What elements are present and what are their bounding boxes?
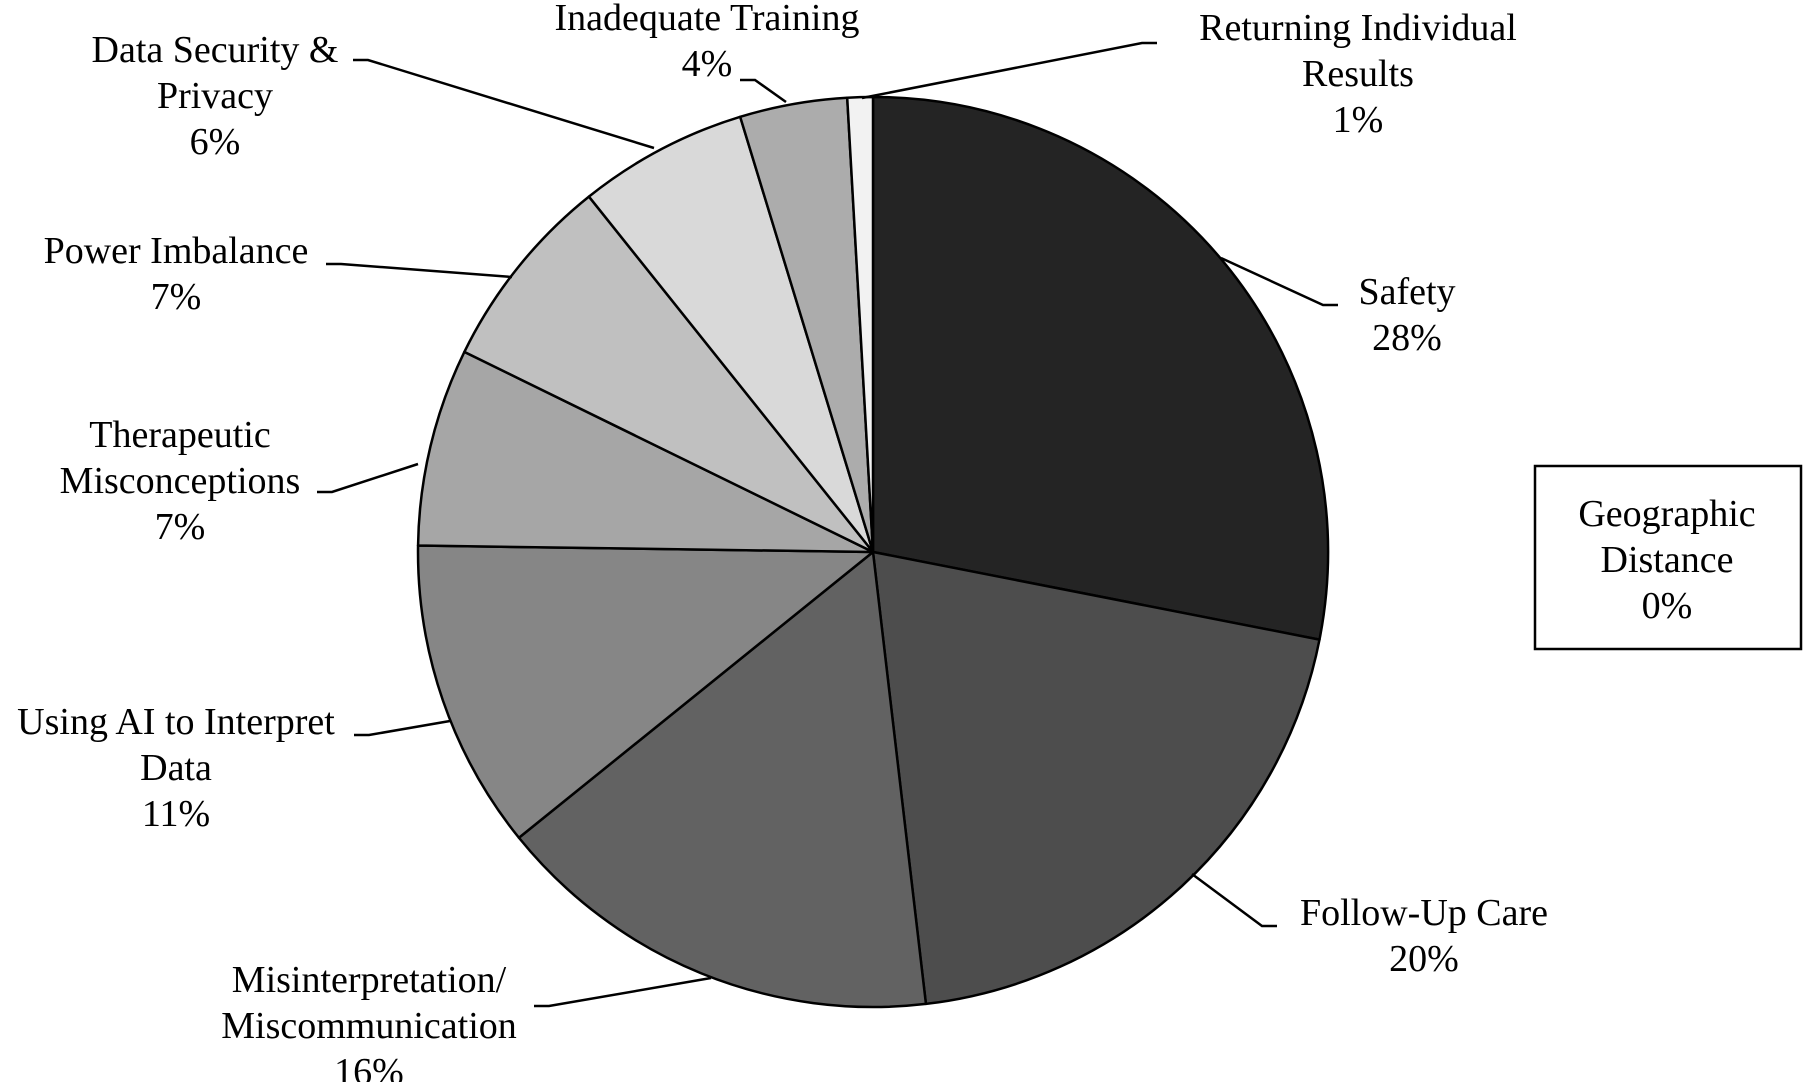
leader-line xyxy=(317,462,419,494)
slice-category-label: Data Security & xyxy=(92,29,339,71)
pie-slice xyxy=(517,550,928,1009)
pie-slice xyxy=(463,195,875,554)
slice-percent-label: 6% xyxy=(190,121,241,163)
slice-percent-label: 20% xyxy=(1389,938,1459,980)
leader-line xyxy=(534,976,712,1008)
leader-line xyxy=(740,78,787,104)
slice-category-label: Distance xyxy=(1601,539,1734,581)
leader-lines xyxy=(317,41,1338,1008)
slice-category-label: Therapeutic xyxy=(89,414,270,456)
slice-category-label: Using AI to Interpret xyxy=(17,701,335,743)
slice-category-label: Inadequate Training xyxy=(554,0,859,39)
slice-category-label: Miscommunication xyxy=(221,1005,517,1047)
leader-line xyxy=(354,719,451,737)
slice-category-label: Returning Individual xyxy=(1199,7,1517,49)
pie-slice xyxy=(587,115,875,554)
slice-percent-label: 1% xyxy=(1333,99,1384,141)
leader-line xyxy=(353,58,655,150)
slice-category-label: Data xyxy=(140,747,212,789)
slice-category-label: Follow-Up Care xyxy=(1300,892,1548,934)
slice-category-label: Power Imbalance xyxy=(44,230,309,272)
slice-percent-label: 7% xyxy=(151,276,202,318)
slice-category-label: Privacy xyxy=(157,75,273,117)
slice-percent-label: 16% xyxy=(334,1051,404,1082)
leader-line xyxy=(326,262,513,279)
slice-category-label: Geographic xyxy=(1578,493,1755,535)
leader-line xyxy=(861,41,1157,100)
slice-percent-label: 11% xyxy=(142,793,210,835)
slice-category-label: Results xyxy=(1302,53,1414,95)
pie-slice xyxy=(416,544,875,840)
slice-percent-label: 28% xyxy=(1372,317,1442,359)
slice-category-label: Misconceptions xyxy=(60,460,301,502)
leader-line xyxy=(1220,256,1338,307)
pie-slice xyxy=(416,350,875,554)
pie-slice xyxy=(871,550,1321,1006)
leader-line xyxy=(1191,872,1277,928)
pie-slices xyxy=(416,95,1330,1009)
slice-percent-label: 4% xyxy=(682,43,733,85)
slice-percent-label: 0% xyxy=(1642,585,1693,627)
pie-slice xyxy=(871,95,1330,641)
zero-value-callout-box xyxy=(1533,464,1803,651)
slice-percent-label: 7% xyxy=(155,506,206,548)
slice-category-label: Misinterpretation/ xyxy=(232,959,507,1001)
slice-category-label: Safety xyxy=(1358,271,1455,313)
